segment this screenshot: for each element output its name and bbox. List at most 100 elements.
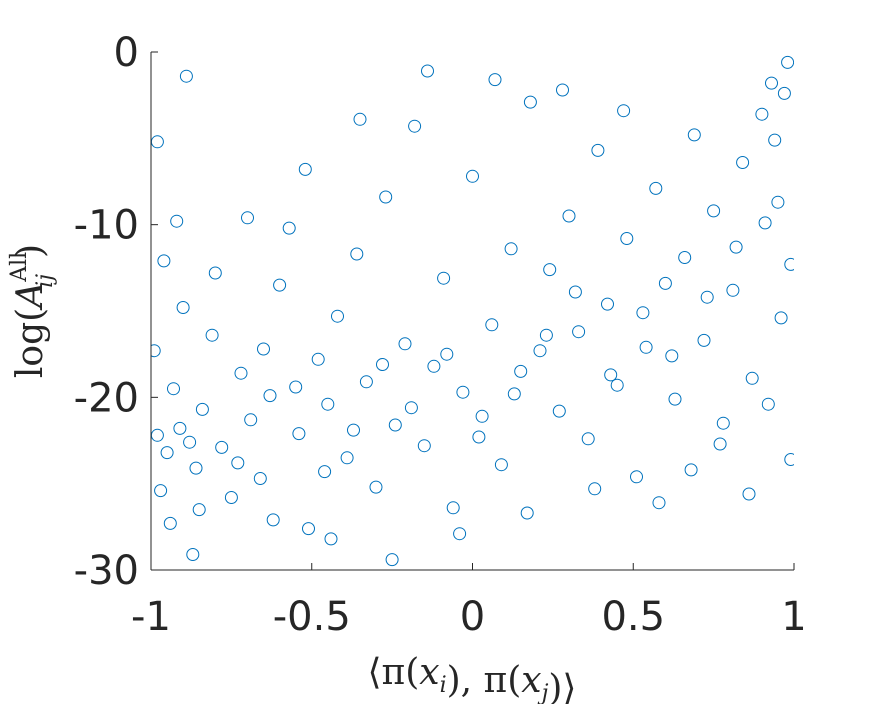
scatter-point xyxy=(726,283,740,297)
scatter-point xyxy=(520,506,534,520)
scatter-point xyxy=(630,470,643,484)
scatter-point xyxy=(440,347,454,361)
scatter-point xyxy=(713,437,727,451)
x-tick-label: -0.5 xyxy=(273,594,351,640)
scatter-point xyxy=(231,456,245,470)
y-tick-label: -10 xyxy=(74,203,139,249)
scatter-point xyxy=(604,368,618,382)
x-tick-label: 1 xyxy=(781,594,806,640)
scatter-point xyxy=(539,328,553,342)
y-axis-title: log(AAllij) xyxy=(7,244,58,378)
scatter-point xyxy=(765,76,778,90)
scatter-point xyxy=(273,278,287,292)
scatter-point xyxy=(556,83,569,97)
scatter-point xyxy=(636,306,650,320)
scatter-point xyxy=(761,397,775,411)
scatter-point xyxy=(777,86,791,100)
scatter-point xyxy=(745,371,759,385)
scatter-point xyxy=(350,247,364,261)
scatter-point xyxy=(700,290,714,304)
scatter-point xyxy=(729,240,743,254)
scatter-point xyxy=(205,328,219,342)
scatter-point xyxy=(353,112,367,126)
scatter-point xyxy=(678,251,692,264)
scatter-point xyxy=(668,392,682,406)
scatter-point xyxy=(421,64,434,78)
scatter-point xyxy=(379,190,393,204)
scatter-point xyxy=(195,402,209,416)
scatter-point xyxy=(475,409,489,423)
scatter-point xyxy=(359,375,373,389)
scatter-point xyxy=(610,378,624,392)
scatter-point xyxy=(176,301,190,314)
scatter-point xyxy=(591,143,605,157)
scatter-point xyxy=(687,128,701,142)
scatter-point xyxy=(347,423,360,437)
scatter-point xyxy=(173,421,187,435)
scatter-point xyxy=(340,451,354,465)
scatter-point xyxy=(208,266,222,280)
scatter-point xyxy=(302,522,315,536)
scatter-point xyxy=(369,480,383,494)
scatter-point xyxy=(408,119,422,133)
scatter-point xyxy=(179,69,193,83)
scatter-point xyxy=(192,503,206,517)
scatter-point xyxy=(311,352,325,366)
x-axis-ticks: -1 -0.5 0 0.5 1 xyxy=(131,563,807,640)
y-tick-label: -30 xyxy=(74,548,139,594)
scatter-point xyxy=(263,389,277,403)
scatter-point xyxy=(568,285,582,299)
scatter-point xyxy=(652,496,666,510)
scatter-point xyxy=(658,276,672,290)
scatter-point xyxy=(485,318,499,332)
scatter-point xyxy=(318,465,332,479)
scatter-point xyxy=(331,309,344,323)
scatter-point xyxy=(533,344,547,358)
scatter-point xyxy=(639,340,653,354)
scatter-point xyxy=(768,133,782,147)
scatter-point xyxy=(215,440,229,454)
scatter-point xyxy=(523,95,537,109)
scatter-point xyxy=(620,232,634,245)
scatter-point xyxy=(684,463,698,477)
scatter-point xyxy=(289,380,303,394)
scatter-point xyxy=(514,364,528,378)
scatter-point xyxy=(167,382,180,396)
scatter-point xyxy=(446,501,460,515)
scatter-point xyxy=(707,204,721,218)
scatter-point xyxy=(507,387,521,401)
y-tick-label: 0 xyxy=(114,30,139,76)
scatter-point xyxy=(572,325,586,339)
scatter-point xyxy=(385,553,399,567)
scatter-point xyxy=(697,333,711,347)
scatter-point xyxy=(784,257,794,271)
scatter-point xyxy=(324,532,338,546)
scatter-point xyxy=(771,195,785,209)
scatter-point xyxy=(736,156,750,169)
scatter-point xyxy=(292,427,306,441)
scatter-point xyxy=(742,487,756,501)
scatter-point xyxy=(716,416,730,430)
scatter-point xyxy=(488,73,502,87)
scatter-point xyxy=(151,135,164,149)
scatter-point xyxy=(321,397,335,411)
scatter-point xyxy=(388,418,402,432)
scatter-point xyxy=(781,55,794,69)
scatter-point xyxy=(266,513,280,527)
scatter-point xyxy=(437,271,451,285)
scatter-point xyxy=(157,254,171,268)
scatter-point xyxy=(154,484,168,498)
scatter-point xyxy=(298,162,312,176)
scatter-point xyxy=(224,491,238,504)
scatter-point xyxy=(494,458,508,472)
x-tick-label: 0 xyxy=(460,594,485,640)
scatter-point xyxy=(151,344,161,358)
scatter-point xyxy=(282,221,296,235)
scatter-point xyxy=(543,263,557,277)
scatter-point xyxy=(404,401,418,415)
scatter-point xyxy=(665,349,679,363)
scatter-point xyxy=(758,216,772,230)
x-tick-label: 0.5 xyxy=(601,594,665,640)
